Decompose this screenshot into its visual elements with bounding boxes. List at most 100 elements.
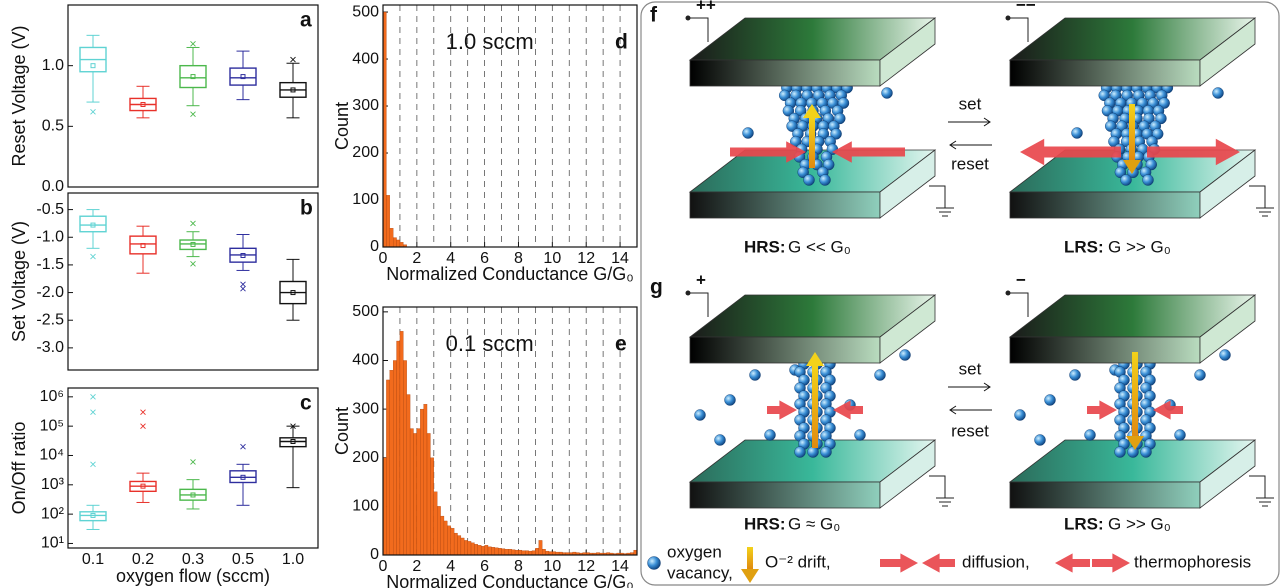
wire (1008, 293, 1028, 317)
y-axis-label: Set Voltage (V) (9, 221, 29, 342)
y-axis-label: On/Off ratio (9, 422, 29, 515)
y-tick-label: 400 (352, 352, 379, 369)
legend-drift: O⁻² drift, (765, 552, 831, 571)
oxygen-vacancy (1141, 447, 1152, 458)
oxygen-vacancy (1015, 410, 1026, 421)
bar (386, 380, 389, 555)
box (230, 68, 256, 85)
oxygen-vacancy (1220, 350, 1231, 361)
box (80, 216, 106, 231)
panel-letter: a (300, 9, 312, 32)
drift-arrow (1132, 352, 1138, 436)
electrode-front (690, 482, 880, 508)
bar (474, 544, 477, 555)
ground (1249, 476, 1274, 506)
y-tick-label: 100 (352, 191, 379, 208)
oxygen-vacancy (1175, 430, 1186, 441)
bar (458, 536, 461, 555)
reset-label: reset (951, 154, 989, 173)
bar (420, 409, 423, 555)
state-label: HRS: (744, 514, 786, 533)
y-tick-label: 0 (370, 238, 379, 255)
bar (502, 549, 505, 555)
mean (91, 64, 95, 68)
outlier (191, 41, 196, 46)
y-tick-label: 300 (352, 97, 379, 114)
panel-letter: e (615, 333, 627, 356)
state-label: LRS: (1064, 237, 1104, 256)
bar (451, 528, 454, 555)
page: 0.00.51.0aReset Voltage (V)-0.5-1.0-1.5-… (0, 0, 1282, 588)
bar (403, 360, 406, 555)
drift-arrow (812, 366, 818, 448)
bar (427, 433, 430, 555)
reset-label: reset (951, 421, 989, 440)
oxygen-vacancy (695, 410, 706, 421)
oxygen-vacancy (875, 370, 886, 381)
bar (532, 551, 535, 555)
box (180, 66, 206, 88)
y-tick-label: 10¹ (41, 535, 64, 552)
legend-thermophoresis: thermophoresis (1134, 552, 1251, 571)
x-axis-label: Normalized Conductance G/G₀ (386, 572, 634, 588)
bar (410, 429, 413, 555)
bar (542, 549, 545, 555)
y-tick-label: 500 (352, 303, 379, 320)
y-tick-label: -2.5 (36, 311, 64, 328)
bar (417, 429, 420, 555)
oxygen-vacancy (715, 435, 726, 446)
y-tick-label: -1.0 (36, 228, 64, 245)
y-tick-label: 0 (370, 546, 379, 563)
bar (539, 540, 542, 555)
legend-diffusion: diffusion, (962, 552, 1030, 571)
outlier (241, 282, 246, 287)
bar (488, 547, 491, 555)
oxygen-vacancy (1035, 435, 1046, 446)
y-tick-label: 10³ (41, 476, 65, 493)
oxygen-vacancy (900, 350, 911, 361)
bar (508, 549, 511, 555)
outlier (191, 221, 196, 226)
bar (464, 540, 467, 555)
bar (518, 550, 521, 555)
bar (481, 546, 484, 555)
y-axis-label: Reset Voltage (V) (9, 25, 29, 166)
set-label: set (959, 94, 982, 113)
electrode-front (690, 60, 880, 86)
bar (535, 548, 538, 555)
bar (430, 458, 433, 555)
y-tick-label: 200 (352, 449, 379, 466)
bar (444, 521, 447, 555)
polarity: ++ (696, 0, 716, 14)
y-tick-label: -3.0 (36, 339, 64, 356)
bar (515, 550, 518, 555)
panel-letter: c (300, 392, 312, 415)
y-tick-label: 0.5 (42, 118, 64, 135)
panel-letter: f (650, 4, 658, 27)
oxygen-vacancy (1085, 430, 1096, 441)
state-relation: G >> G₀ (1108, 514, 1171, 533)
diffusion-arrow (1055, 553, 1090, 572)
outlier (91, 410, 96, 415)
y-tick-label: 100 (352, 498, 379, 515)
bar (441, 516, 444, 555)
bar (485, 545, 488, 555)
box (180, 240, 206, 249)
oxygen-vacancy (882, 88, 893, 99)
oxygen-vacancy (1070, 370, 1081, 381)
oxygen-vacancy (1195, 370, 1206, 381)
oxygen-vacancy (804, 175, 815, 186)
outlier (191, 112, 196, 117)
oxygen-vacancy (821, 447, 832, 458)
diffusion-arrow (1153, 400, 1183, 419)
oxygen-vacancy (743, 128, 754, 139)
y-tick-label: -1.5 (36, 256, 64, 273)
outlier (91, 462, 96, 467)
bar (400, 331, 403, 555)
bar (491, 547, 494, 555)
y-tick-label: 0.0 (42, 178, 64, 195)
bar (424, 404, 427, 555)
oxygen-vacancy (1143, 175, 1154, 186)
schematic: f++HRS:G << G₀−−LRS:G >> G₀setresetg+HRS… (648, 0, 1275, 583)
set-arrow (948, 383, 990, 391)
